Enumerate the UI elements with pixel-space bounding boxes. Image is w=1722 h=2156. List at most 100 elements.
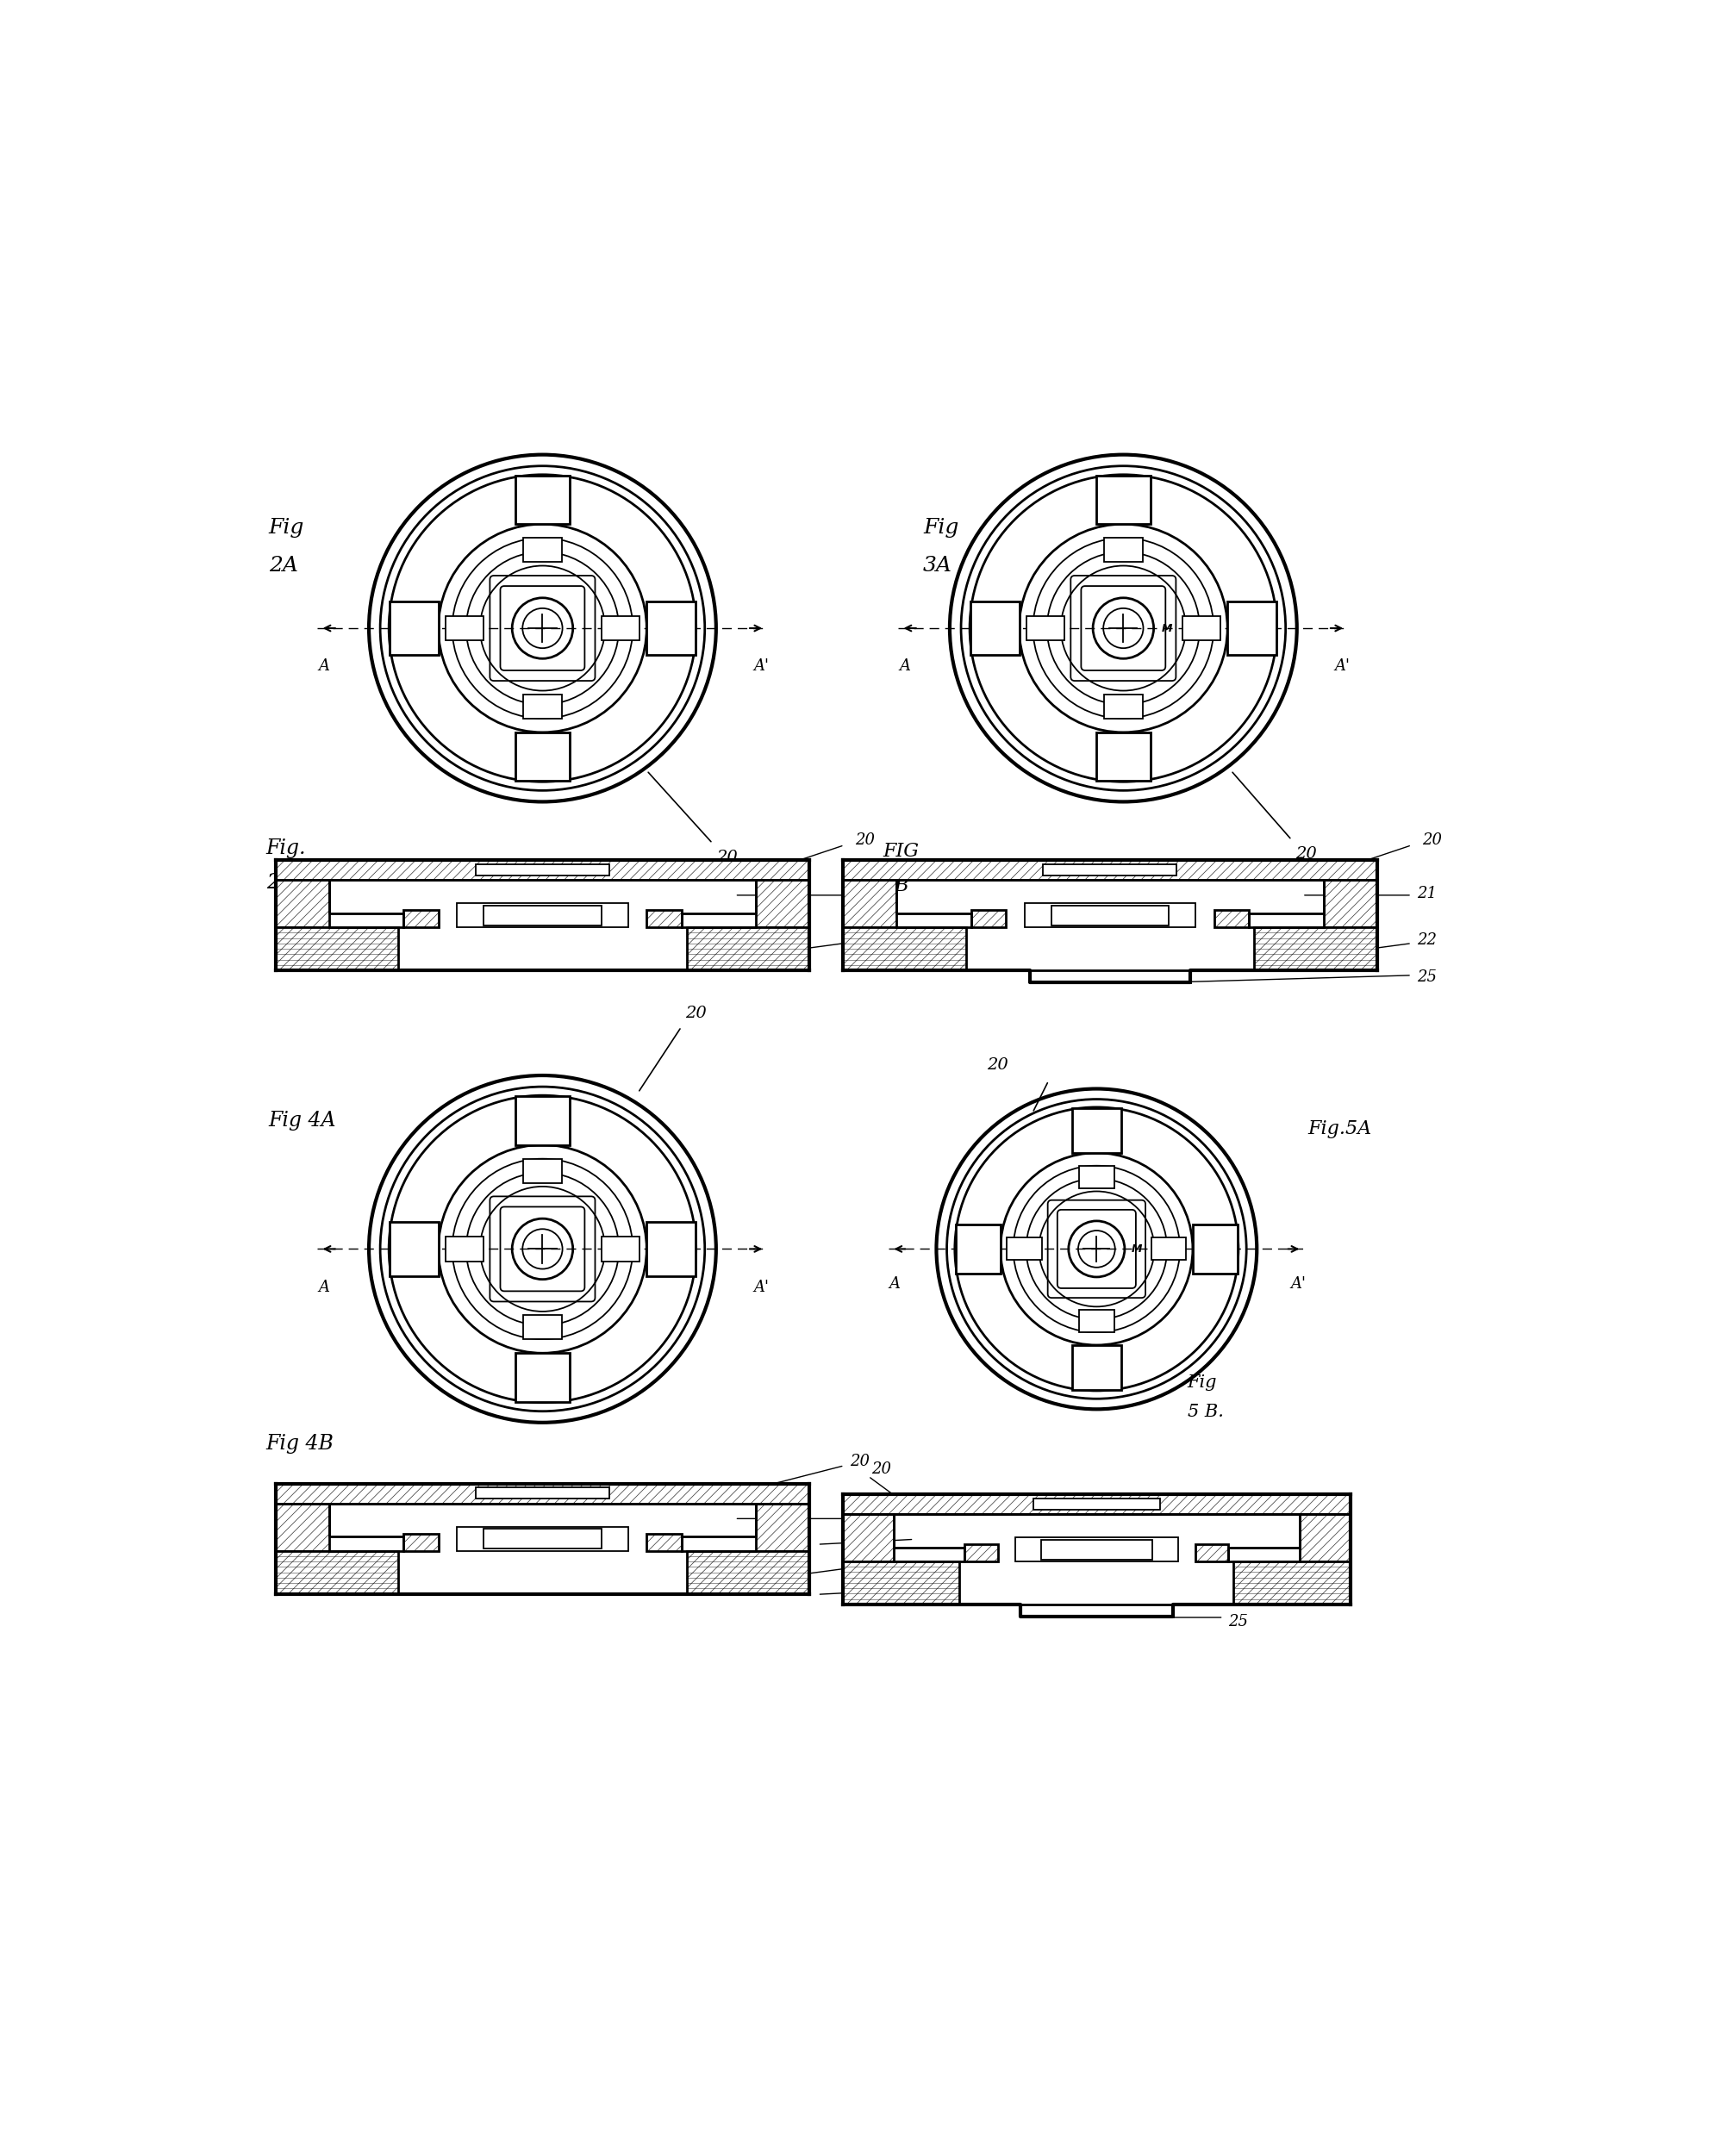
Bar: [1078, 1166, 1114, 1188]
Bar: [523, 1315, 561, 1339]
Circle shape: [969, 476, 1276, 780]
Text: 25: 25: [1417, 970, 1436, 985]
Text: 21: 21: [1417, 886, 1436, 901]
Text: 21: 21: [849, 886, 870, 901]
Circle shape: [956, 1108, 1236, 1391]
Bar: [964, 1544, 997, 1561]
Bar: [276, 1503, 329, 1550]
Bar: [956, 1225, 1000, 1274]
Text: 20: 20: [684, 1005, 706, 1020]
Text: 21: 21: [777, 1537, 797, 1552]
Circle shape: [389, 476, 696, 780]
Bar: [687, 1550, 809, 1593]
Bar: [523, 694, 561, 718]
Bar: [1026, 617, 1064, 640]
Bar: [1044, 865, 1176, 875]
Text: Fig: Fig: [923, 517, 957, 539]
Bar: [646, 910, 680, 927]
Bar: [1095, 476, 1150, 524]
Text: 20: 20: [716, 849, 737, 865]
Bar: [1298, 1514, 1350, 1561]
Bar: [1050, 906, 1168, 925]
Text: A: A: [319, 1279, 329, 1296]
Text: 25: 25: [1228, 1613, 1248, 1630]
Bar: [756, 880, 809, 927]
Circle shape: [389, 1095, 696, 1401]
Bar: [484, 906, 601, 925]
Bar: [646, 1222, 696, 1276]
Bar: [971, 910, 1006, 927]
Text: 20: 20: [849, 1453, 870, 1470]
Bar: [515, 733, 568, 780]
Bar: [842, 860, 1376, 880]
Bar: [1025, 903, 1195, 927]
Bar: [1104, 539, 1142, 563]
Bar: [1014, 1537, 1178, 1561]
Text: A': A': [1333, 658, 1348, 675]
Bar: [969, 602, 1019, 655]
Text: Fig.: Fig.: [265, 839, 307, 858]
Text: 22: 22: [849, 934, 870, 949]
Text: Fig.5A: Fig.5A: [1307, 1119, 1371, 1138]
Bar: [842, 1514, 894, 1561]
Text: 20: 20: [854, 832, 875, 847]
Bar: [276, 1483, 809, 1503]
Text: 22: 22: [777, 1585, 797, 1600]
Bar: [276, 880, 329, 927]
Bar: [687, 927, 809, 970]
Bar: [1181, 617, 1219, 640]
Bar: [1192, 1225, 1236, 1274]
Bar: [842, 927, 966, 970]
Bar: [1071, 1108, 1121, 1153]
Bar: [646, 602, 696, 655]
Bar: [1078, 1311, 1114, 1332]
Bar: [515, 1354, 568, 1401]
Bar: [475, 1488, 610, 1498]
Bar: [646, 1533, 680, 1550]
Bar: [1019, 1604, 1173, 1617]
Bar: [842, 1494, 1350, 1514]
Text: 20: 20: [987, 1056, 1007, 1072]
Text: A': A': [753, 658, 768, 675]
Text: 5 B.: 5 B.: [1186, 1404, 1223, 1421]
Bar: [389, 602, 437, 655]
Bar: [276, 927, 398, 970]
Bar: [403, 1533, 437, 1550]
Bar: [1033, 1498, 1159, 1509]
Bar: [601, 1238, 639, 1261]
Text: 22: 22: [1417, 934, 1436, 949]
Bar: [842, 1561, 959, 1604]
Text: 20: 20: [1422, 832, 1441, 847]
Bar: [389, 1222, 437, 1276]
Bar: [1214, 910, 1248, 927]
Text: 22: 22: [849, 1559, 870, 1574]
Bar: [1322, 880, 1376, 927]
Text: A': A': [1290, 1276, 1305, 1291]
Text: A: A: [319, 658, 329, 675]
Bar: [523, 539, 561, 563]
Text: Fig: Fig: [1186, 1373, 1216, 1391]
Text: 21: 21: [849, 1509, 870, 1524]
Text: 3A: 3A: [923, 556, 952, 576]
Bar: [1104, 694, 1142, 718]
Bar: [456, 1526, 627, 1550]
Text: M: M: [1131, 1244, 1142, 1255]
Text: A': A': [753, 1279, 768, 1296]
Text: 2B: 2B: [265, 873, 294, 893]
Text: 3B: 3B: [883, 875, 909, 895]
Bar: [1095, 733, 1150, 780]
Text: 20: 20: [871, 1462, 890, 1477]
Bar: [515, 1095, 568, 1145]
Bar: [444, 617, 484, 640]
Text: Fig 4B: Fig 4B: [265, 1434, 334, 1453]
Text: M: M: [1161, 623, 1171, 634]
Bar: [601, 617, 639, 640]
Bar: [1150, 1238, 1186, 1261]
Bar: [475, 865, 610, 875]
Bar: [1006, 1238, 1042, 1261]
Bar: [484, 1529, 601, 1548]
Bar: [842, 880, 895, 927]
Bar: [1233, 1561, 1350, 1604]
Bar: [444, 1238, 484, 1261]
Bar: [515, 476, 568, 524]
